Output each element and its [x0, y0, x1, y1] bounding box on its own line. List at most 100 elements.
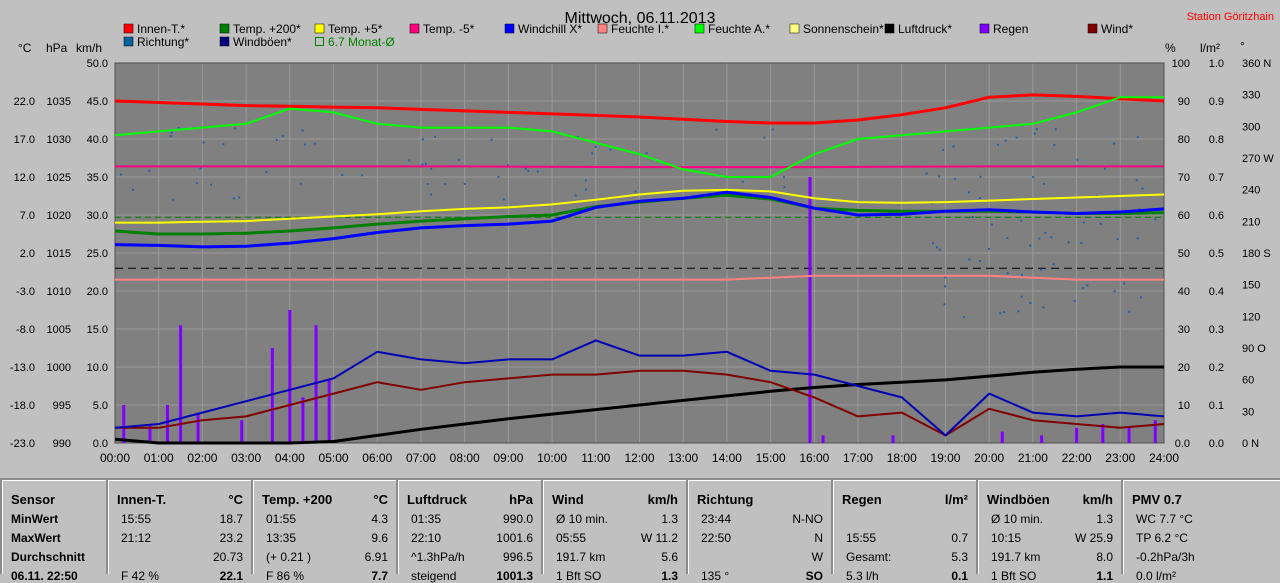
humidity-tick: 40 [1178, 286, 1190, 298]
series-line-0 [114, 93, 1165, 125]
direction-point [741, 180, 744, 183]
direction-point [463, 182, 466, 185]
panel-cell-value: N-NO [792, 512, 823, 526]
wind-tick: 45.0 [87, 96, 108, 108]
direction-point [932, 242, 935, 245]
stats-panel-0: Innen-T. °C 15:55 18.7 21:12 23.2 20.73 F 42 % 2… [108, 480, 251, 583]
panel-cell-label: 13:35 [266, 531, 297, 545]
temp-tick: 7.0 [20, 210, 35, 222]
direction-point [634, 190, 637, 193]
direction-point [1017, 310, 1020, 313]
pressure-tick: 1015 [47, 248, 71, 260]
direction-point [1141, 187, 1144, 190]
time-tick: 07:00 [406, 451, 436, 465]
panel-unit: hPa [509, 492, 533, 507]
legend-swatch [314, 23, 325, 34]
panel-cell-value: 23.2 [219, 531, 243, 545]
panel-title: Richtung [697, 492, 754, 507]
legend-swatch [789, 23, 800, 34]
direction-point [299, 182, 302, 185]
direction-point [944, 276, 947, 279]
panel-cell-label: Ø 10 min. [556, 512, 609, 526]
rain-bar [891, 435, 895, 443]
direction-point [942, 148, 945, 151]
panel-cell-label: 01:35 [411, 512, 442, 526]
direction-tick: 360 N [1242, 58, 1271, 70]
direction-point [1053, 144, 1056, 147]
panel-cell-value: 7.7 [371, 569, 388, 583]
wind-tick: 15.0 [87, 324, 108, 336]
direction-point [1104, 167, 1107, 170]
direction-point [609, 148, 612, 151]
right-units: % l/m² ° [1165, 39, 1245, 55]
rain-tick: 0.3 [1209, 324, 1224, 336]
rain-tick: 0.1 [1209, 400, 1224, 412]
direction-point [281, 134, 284, 137]
wind-tick: 25.0 [87, 248, 108, 260]
humidity-tick: 30 [1178, 324, 1190, 336]
wind-tick: 20.0 [87, 286, 108, 298]
direction-point [1044, 231, 1047, 234]
panel-cell-value: 1.3 [661, 569, 678, 583]
panel-cell-value: 996.5 [502, 550, 533, 564]
legend-label: 6.7 Monat-Ø [328, 35, 395, 49]
temp-tick: 22.0 [14, 96, 35, 108]
pressure-tick: 1035 [47, 96, 71, 108]
wind-tick: 5.0 [93, 400, 108, 412]
rain-bar [288, 310, 292, 443]
panel-cell-value: 990.0 [502, 512, 533, 526]
time-tick: 05:00 [319, 451, 349, 465]
direction-point [944, 285, 947, 288]
time-tick: 06:00 [362, 451, 392, 465]
wind-tick: 30.0 [87, 210, 108, 222]
plot-frame [114, 62, 1165, 444]
direction-point [222, 143, 225, 146]
direction-point [1043, 182, 1046, 185]
rain-bar [165, 405, 169, 443]
direction-point [1140, 296, 1143, 299]
rain-bar [196, 412, 200, 443]
legend-swatch [315, 37, 324, 46]
direction-point [304, 143, 307, 146]
rain-tick: 1.0 [1209, 58, 1224, 70]
time-tick: 04:00 [275, 451, 305, 465]
rain-bar [1127, 427, 1131, 443]
time-tick: 20:00 [974, 451, 1004, 465]
rain-bar [1000, 431, 1004, 443]
rain-tick: 0.8 [1209, 134, 1224, 146]
direction-tick: 300 [1242, 121, 1260, 133]
unit-pressure: hPa [46, 41, 68, 55]
rain-bar [240, 420, 244, 443]
panel-cell-value: 5.6 [661, 550, 678, 564]
time-tick: 12:00 [624, 451, 654, 465]
series-line-7 [114, 365, 1164, 445]
direction-point [967, 191, 970, 194]
series-lines [114, 93, 1165, 445]
panel-unit: °C [228, 492, 243, 507]
time-tick: 23:00 [1105, 451, 1135, 465]
direction-point [313, 142, 316, 145]
panel-cell-value: 4.3 [371, 512, 388, 526]
rain-bar [1075, 427, 1079, 443]
legend-swatch [884, 23, 895, 34]
panel-title: Regen [842, 492, 882, 507]
panel-cell-label: 5.3 l/h [846, 569, 879, 583]
unit-temp: °C [18, 41, 32, 55]
rain-tick: 0.7 [1209, 172, 1224, 184]
direction-point [536, 170, 539, 173]
pressure-tick: 1020 [47, 210, 71, 222]
direction-point [1033, 132, 1036, 135]
direction-scatter [119, 127, 1160, 319]
panel-cell-label: 10:15 [991, 531, 1022, 545]
direction-point [1052, 263, 1055, 266]
direction-point [1086, 284, 1089, 287]
direction-point [1135, 179, 1138, 182]
direction-tick: 30 [1242, 406, 1254, 418]
direction-point [232, 197, 235, 200]
direction-point [999, 312, 1002, 315]
temp-tick: -13.0 [10, 362, 35, 374]
legend-label: Temp. -5* [423, 22, 475, 36]
rain-bar [301, 397, 305, 443]
direction-point [202, 141, 205, 144]
direction-tick: 330 [1242, 90, 1260, 102]
